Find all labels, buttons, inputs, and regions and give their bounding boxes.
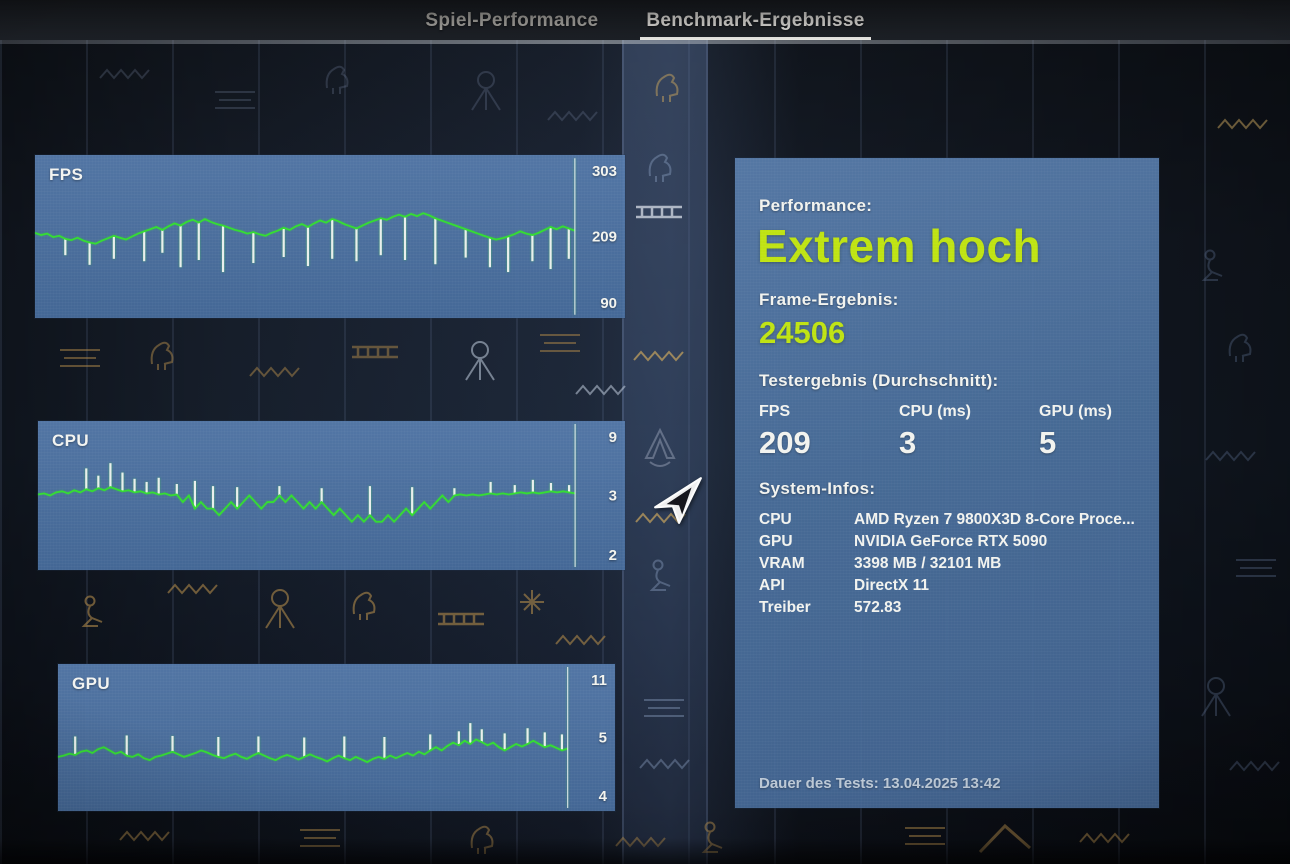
cpu-graph-panel: CPU 9 3 2	[38, 421, 625, 570]
system-info-label: System-Infos:	[759, 478, 876, 498]
fps-chart-label: FPS	[49, 165, 84, 184]
frame-result-label: Frame-Ergebnis:	[759, 289, 899, 309]
system-info-row-gpu: GPU NVIDIA GeForce RTX 5090	[759, 531, 1135, 553]
cpu-chart-label: CPU	[52, 431, 90, 450]
metric-cpu-ms: CPU (ms) 3	[899, 403, 1039, 461]
sysinfo-vram-value: 3398 MB / 32101 MB	[854, 554, 1002, 572]
sysinfo-gpu-label: GPU	[759, 532, 793, 550]
gpu-chart-label: GPU	[72, 674, 111, 693]
system-info-row-treiber: Treiber 572.83	[759, 597, 1135, 619]
fps-graph-panel: FPS 303 209 90	[35, 155, 625, 318]
fps-axis-avg: 209	[591, 228, 617, 245]
mouse-cursor-icon	[654, 477, 702, 524]
sysinfo-treiber-label: Treiber	[759, 598, 811, 616]
assassin-emblem	[644, 427, 676, 467]
test-result-label: Testergebnis (Durchschnitt):	[759, 370, 999, 390]
metric-gpu-label: GPU (ms)	[1039, 402, 1112, 420]
metric-fps: FPS 209	[759, 403, 899, 461]
metric-cpu-label: CPU (ms)	[899, 402, 972, 420]
sysinfo-vram-label: VRAM	[759, 554, 805, 572]
screen-edge-highlight	[0, 40, 1290, 44]
sysinfo-cpu-label: CPU	[759, 510, 792, 528]
metric-fps-value: 209	[759, 424, 811, 460]
sysinfo-api-label: API	[759, 576, 785, 594]
sysinfo-cpu-value: AMD Ryzen 7 9800X3D 8-Core Proce...	[854, 510, 1135, 528]
average-metrics: FPS 209 CPU (ms) 3 GPU (ms) 5	[759, 403, 1135, 461]
test-duration: Dauer des Tests: 13.04.2025 13:42	[759, 775, 1001, 792]
tab-spiel-performance[interactable]: Spiel-Performance	[425, 10, 599, 31]
system-info-row-api: API DirectX 11	[759, 575, 1135, 597]
cpu-axis-avg: 3	[608, 487, 617, 504]
fps-axis-min: 90	[600, 295, 617, 312]
gpu-graph-panel: GPU 11 5 4	[58, 664, 615, 811]
results-panel: Performance: Extrem hoch Frame-Ergebnis:…	[735, 158, 1159, 808]
fps-axis-max: 303	[591, 163, 617, 180]
metric-fps-label: FPS	[759, 402, 791, 420]
frame-result-value: 24506	[759, 314, 846, 350]
performance-label: Performance:	[759, 196, 873, 215]
cpu-axis-min: 2	[608, 547, 617, 564]
cpu-line-chart	[38, 421, 625, 570]
fps-line-chart	[35, 155, 625, 318]
system-info-table: CPU AMD Ryzen 7 9800X3D 8-Core Proce... …	[759, 509, 1135, 619]
system-info-row-vram: VRAM 3398 MB / 32101 MB	[759, 553, 1135, 575]
gpu-axis-max: 11	[591, 672, 607, 689]
sysinfo-gpu-value: NVIDIA GeForce RTX 5090	[854, 532, 1048, 550]
metric-cpu-value: 3	[899, 424, 917, 460]
tab-bar: Spiel-Performance Benchmark-Ergebnisse	[0, 0, 1290, 40]
sysinfo-api-value: DirectX 11	[854, 576, 929, 594]
gpu-axis-min: 4	[598, 788, 607, 805]
metric-gpu-ms: GPU (ms) 5	[1039, 403, 1112, 461]
gpu-line-chart	[58, 664, 615, 811]
cpu-axis-max: 9	[608, 429, 617, 446]
sysinfo-treiber-value: 572.83	[854, 598, 902, 616]
system-info-row-cpu: CPU AMD Ryzen 7 9800X3D 8-Core Proce...	[759, 509, 1135, 531]
tab-benchmark-ergebnisse[interactable]: Benchmark-Ergebnisse	[640, 10, 871, 40]
metric-gpu-value: 5	[1039, 424, 1057, 460]
performance-rating: Extrem hoch	[757, 220, 1042, 272]
gpu-axis-avg: 5	[598, 729, 607, 746]
